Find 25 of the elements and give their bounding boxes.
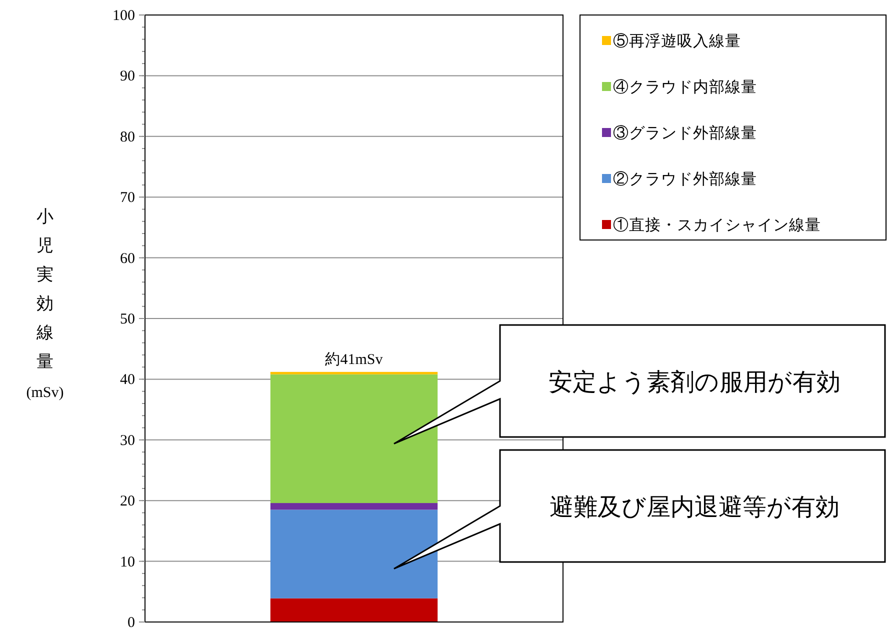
y-tick-label: 30 <box>120 432 135 449</box>
y-tick-label: 70 <box>120 190 135 206</box>
bar <box>270 510 438 598</box>
y-tick-label: 50 <box>120 312 135 328</box>
bar <box>270 598 438 622</box>
legend-label: ④クラウド内部線量 <box>613 78 757 96</box>
annotation: 避難及び屋内退避等が有効 <box>550 493 840 521</box>
bar <box>270 503 438 510</box>
y-tick-label: 20 <box>120 494 135 510</box>
total-label: 約41mSv <box>325 352 384 368</box>
bar <box>270 372 438 374</box>
legend-label: ⑤再浮遊吸入線量 <box>613 32 741 50</box>
annotation: 安定よう素剤の服用が有効 <box>548 368 840 396</box>
legend-label: ②クラウド外部線量 <box>613 170 757 188</box>
legend-label: ①直接・スカイシャイン線量 <box>613 216 821 234</box>
y-tick-label: 90 <box>120 68 135 85</box>
y-tick-label: 80 <box>120 129 135 146</box>
y-tick-label: 0 <box>128 615 135 631</box>
y-axis-title: 小児実効線量(mSv) <box>26 207 64 401</box>
y-tick-label: 100 <box>112 8 135 24</box>
bar <box>270 374 438 504</box>
legend-label: ③グランド外部線量 <box>613 124 757 142</box>
y-tick-label: 60 <box>120 250 135 267</box>
y-tick-label: 40 <box>120 372 135 388</box>
y-tick-label: 10 <box>120 554 135 570</box>
